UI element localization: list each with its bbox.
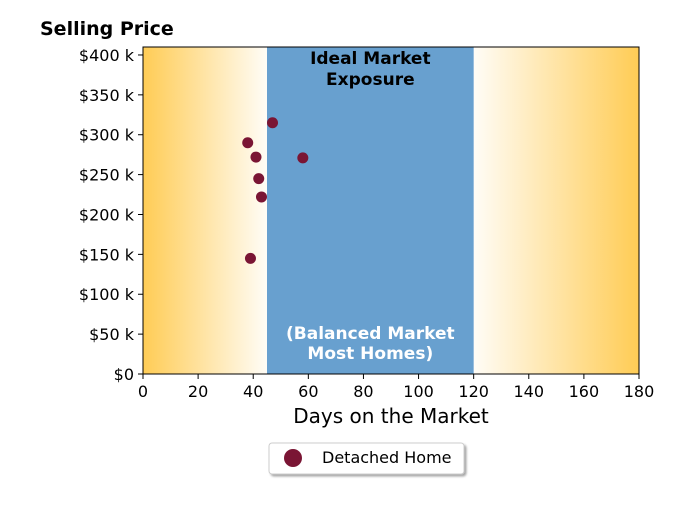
chart-title: Selling Price [40,18,174,40]
y-tick-label: $150 k [79,245,135,264]
data-point [267,117,279,129]
data-point [250,151,262,163]
y-tick-label: $300 k [79,126,135,145]
y-tick-label: $250 k [79,166,135,185]
legend-label: Detached Home [322,448,452,467]
band-label-top-line1: Ideal Market [310,49,431,69]
band-label-top-line2: Exposure [326,70,415,90]
x-tick-label: 140 [514,382,545,401]
right-gradient [473,47,639,374]
y-tick-label: $200 k [79,205,135,224]
plot-frame [142,46,640,375]
y-tick-label: $0 [114,365,134,384]
band-label-bottom-line1: (Balanced Market [286,324,455,344]
data-point [297,152,309,164]
x-axis-label: Days on the Market [293,404,489,428]
legend-marker [284,449,302,467]
x-tick-label: 60 [298,382,318,401]
data-point [244,252,256,264]
x-tick-label: 120 [458,382,489,401]
x-tick-label: 20 [188,382,208,401]
band-label-bottom-line2: Most Homes) [307,344,433,364]
data-point [255,191,267,203]
x-tick-label: 180 [624,382,655,401]
left-gradient [143,47,267,374]
axes: 0 20 40 60 80 100 120 140 160 180 $0 $50 k $100 k $15… [79,46,654,401]
y-tick-label: $350 k [79,86,135,105]
x-tick-label: 100 [403,382,434,401]
legend: Detached Home [268,442,465,475]
x-tick-label: 80 [353,382,373,401]
y-tick-label: $50 k [89,325,135,344]
y-tick-label: $100 k [79,285,135,304]
data-point [242,137,254,149]
legend-box [268,442,465,475]
x-tick-label: 160 [569,382,600,401]
data-points [242,117,309,264]
x-tick-label: 40 [243,382,263,401]
data-point [253,173,265,185]
x-tick-label: 0 [138,382,148,401]
y-tick-label: $400 k [79,46,135,65]
band-rect [267,47,474,374]
